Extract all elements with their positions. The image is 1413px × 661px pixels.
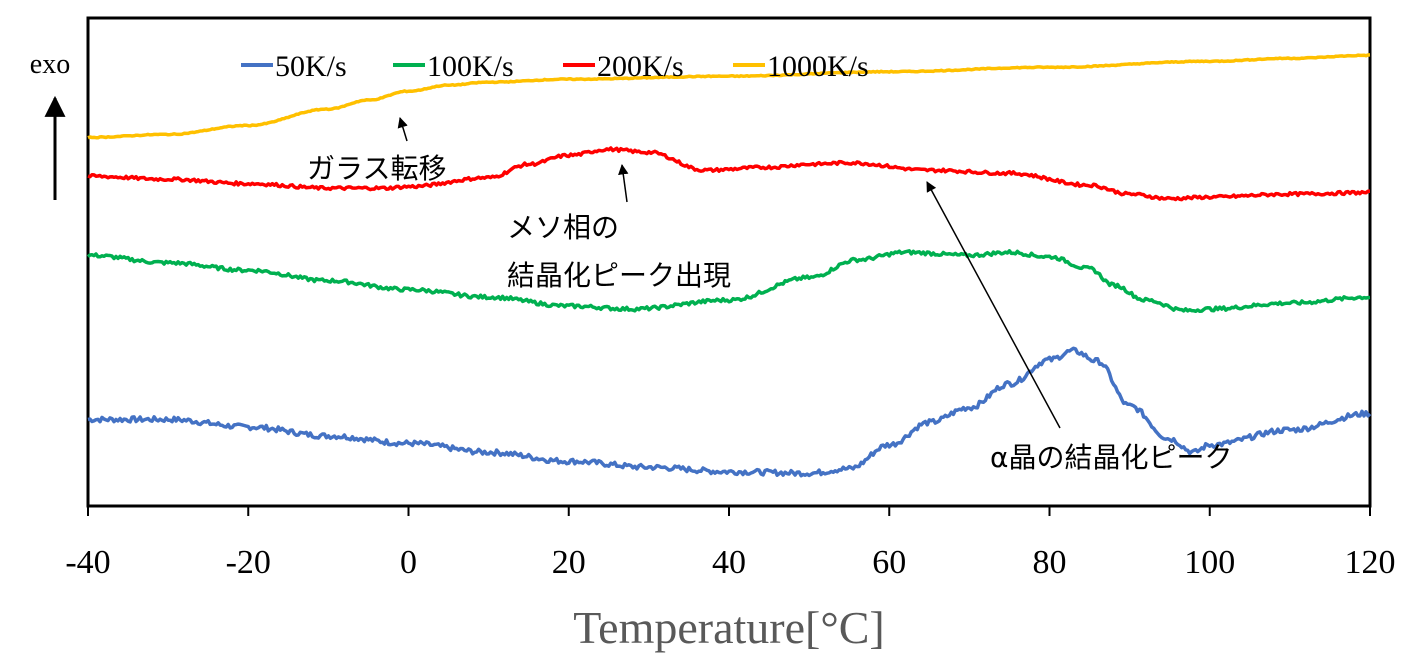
x-tick-label: -40 [65, 544, 110, 581]
annotation-glass-transition-label: ガラス転移 [307, 152, 446, 185]
x-tick-label: 20 [552, 544, 586, 581]
x-tick-label: 120 [1345, 544, 1396, 581]
annotation-alpha-peak: α晶の結晶化ピーク [926, 181, 1232, 474]
legend-label: 50K/s [275, 50, 347, 83]
x-tick-label: 0 [400, 544, 417, 581]
annotation-meso-peak: メソ相の 結晶化ピーク出現 [507, 163, 731, 292]
series-line-1000k-per-s [87, 53, 1371, 140]
x-tick-label: 40 [712, 544, 746, 581]
legend-label: 100K/s [427, 50, 514, 83]
x-axis-title: Temperature[°C] [573, 602, 884, 653]
annotation-meso-peak-label-line1: メソ相の [507, 211, 619, 244]
legend-label: 1000K/s [767, 50, 869, 83]
x-tick-label: -20 [226, 544, 271, 581]
annotation-glass-transition: ガラス転移 [307, 116, 446, 185]
y-axis-title: exo [30, 49, 70, 80]
series-line-100k-per-s [86, 249, 1371, 314]
y-axis-indicator: exo [30, 49, 70, 200]
x-tick-label: 100 [1184, 544, 1235, 581]
annotation-meso-peak-label-line2: 結晶化ピーク出現 [507, 259, 731, 292]
x-axis-ticks: -40 -20 0 20 40 60 80 100 120 [65, 506, 1396, 581]
legend-label: 200K/s [597, 50, 684, 83]
annotation-meso-peak-arrow [618, 163, 629, 203]
x-tick-label: 80 [1033, 544, 1067, 581]
series-line-50k-per-s [87, 346, 1372, 478]
annotation-glass-transition-arrow [397, 116, 408, 142]
annotation-alpha-peak-label: α晶の結晶化ピーク [990, 441, 1232, 474]
x-tick-label: 60 [872, 544, 906, 581]
series-line-200k-per-s [87, 146, 1370, 202]
series-lines [86, 53, 1372, 478]
legend: 50K/s 100K/s 200K/s 1000K/s [241, 50, 869, 83]
annotation-alpha-peak-arrow [926, 181, 1061, 429]
